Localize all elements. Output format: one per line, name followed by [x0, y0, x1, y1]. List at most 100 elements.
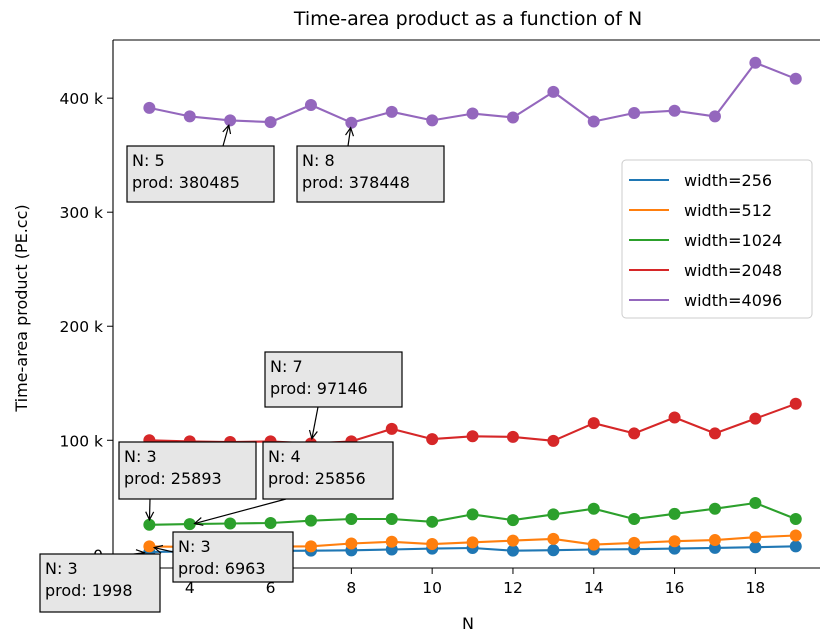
x-tick-label: 16 [665, 579, 685, 597]
data-point [587, 538, 600, 551]
data-point [506, 514, 519, 527]
annotation-arrow [222, 125, 230, 147]
data-point [789, 540, 802, 553]
annotation-text: N: 4 [268, 447, 301, 466]
data-point [708, 427, 721, 440]
annotation-box [296, 145, 445, 203]
annotation-text: prod: 1998 [45, 581, 133, 600]
y-tick-label: 400 k [60, 90, 104, 108]
annotation-text: N: 5 [132, 151, 165, 170]
legend-label: width=512 [684, 201, 772, 220]
annotation-box [126, 145, 275, 203]
data-point [506, 544, 519, 557]
data-point [143, 540, 156, 553]
data-point [224, 114, 237, 127]
data-point [143, 101, 156, 114]
x-tick-label: 8 [346, 579, 356, 597]
annotation-text: prod: 380485 [132, 173, 240, 192]
data-point [587, 502, 600, 515]
legend-label: width=1024 [684, 231, 782, 250]
data-point [385, 105, 398, 118]
annotation-arrowhead [152, 544, 164, 554]
annotation-arrow [347, 127, 352, 147]
data-point [426, 538, 439, 551]
data-point [264, 116, 277, 129]
data-point [385, 512, 398, 525]
data-point [547, 532, 560, 545]
annotation-box [264, 351, 403, 408]
y-tick-label: 200 k [60, 318, 104, 336]
data-point [749, 496, 762, 509]
x-tick-label: 6 [266, 579, 276, 597]
data-point [466, 107, 479, 120]
data-point [668, 507, 681, 520]
data-point [466, 430, 479, 443]
x-tick-label: 18 [745, 579, 765, 597]
annotation-box [39, 553, 161, 613]
data-point [183, 518, 196, 531]
annotation-text: prod: 6963 [178, 559, 266, 578]
annotation-arrowhead [308, 429, 318, 440]
annotation-text: prod: 25893 [124, 469, 222, 488]
y-tick-label: 300 k [60, 204, 104, 222]
data-point [547, 544, 560, 557]
x-tick-label: 14 [584, 579, 604, 597]
data-point [506, 534, 519, 547]
data-point [426, 433, 439, 446]
data-point [587, 417, 600, 430]
data-point [304, 514, 317, 527]
data-point [708, 502, 721, 515]
data-point [304, 99, 317, 112]
annotation-text: N: 7 [270, 357, 303, 376]
chart-title: Time-area product as a function of N [293, 8, 642, 30]
annotation-text: N: 3 [178, 537, 211, 556]
annotation-arrowhead [145, 511, 155, 522]
data-point [749, 412, 762, 425]
data-point [143, 518, 156, 531]
annotation-text: prod: 25856 [268, 469, 366, 488]
data-point [789, 529, 802, 542]
data-point [547, 85, 560, 98]
data-point [345, 116, 358, 129]
data-point [547, 508, 560, 521]
legend-box [621, 159, 813, 319]
x-tick-label: 12 [503, 579, 523, 597]
annotation-text: prod: 97146 [270, 379, 368, 398]
annotation-arrow [311, 406, 319, 439]
annotation-arrow [154, 546, 174, 553]
data-point [345, 512, 358, 525]
data-point [426, 114, 439, 127]
annotation-box [172, 531, 294, 583]
annotation-text: N: 8 [302, 151, 335, 170]
data-point [628, 106, 641, 119]
annotation-arrowhead [193, 517, 204, 526]
annotation-arrowhead [345, 126, 355, 137]
data-point [304, 540, 317, 553]
data-point [749, 531, 762, 544]
data-point [506, 430, 519, 443]
data-point [628, 427, 641, 440]
data-point [628, 512, 641, 525]
data-point [708, 110, 721, 123]
data-point [506, 111, 519, 124]
data-point [345, 537, 358, 550]
data-point [183, 110, 196, 123]
data-point [749, 541, 762, 554]
annotation-text: N: 3 [45, 559, 78, 578]
x-tick-label: 10 [422, 579, 442, 597]
data-point [547, 434, 560, 447]
x-axis-label: N [462, 614, 474, 633]
data-point [426, 515, 439, 528]
data-point [385, 422, 398, 435]
annotation-arrow [148, 498, 151, 520]
data-point [789, 512, 802, 525]
data-point [224, 517, 237, 530]
data-point [708, 534, 721, 547]
x-tick-label: 4 [185, 579, 195, 597]
annotation-box [118, 441, 257, 500]
y-axis-label: Time-area product (PE.cc) [12, 204, 31, 412]
data-point [789, 397, 802, 410]
data-point [587, 115, 600, 128]
